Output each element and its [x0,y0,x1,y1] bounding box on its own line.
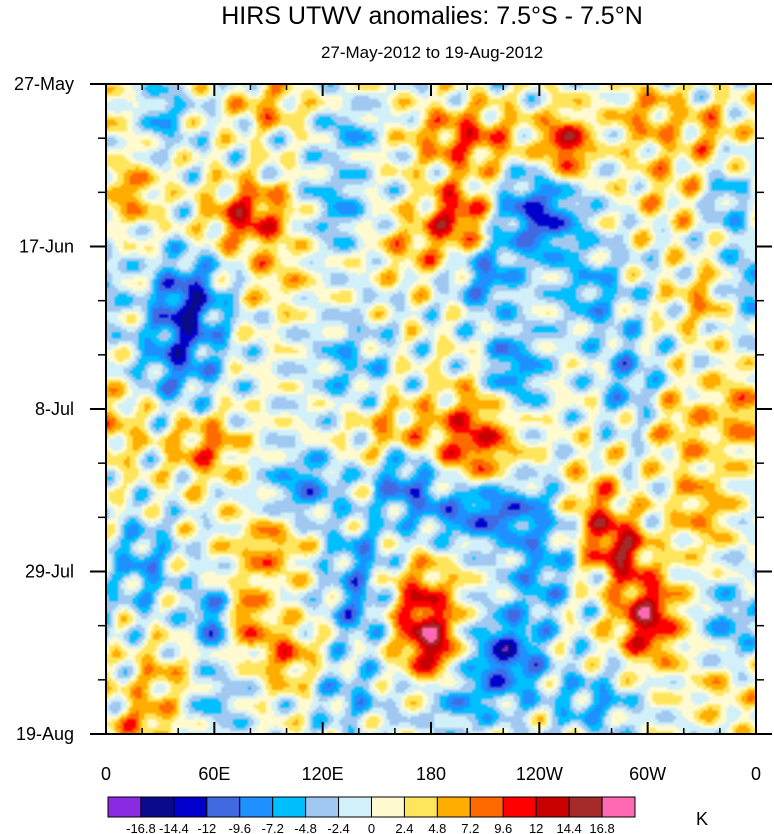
colorbar-label: -9.6 [229,821,251,834]
colorbar-label: 7.2 [461,821,479,834]
colorbar-swatch [568,796,603,818]
colorbar-swatch [436,796,471,818]
x-axis: 0 60E 120E 180 120W 60W 0 [101,84,761,784]
colorbar-swatch [338,796,372,818]
plot-area [105,83,757,735]
colorbar-label: -14.4 [159,821,189,834]
y-axis: 27-May 17-Jun 8-Jul 29-Jul 19-Aug [14,74,772,744]
colorbar-swatch [469,796,504,818]
y-tick-label: 29-Jul [25,562,74,582]
colorbar-label: 14.4 [556,821,581,834]
colorbar-swatch [140,796,175,818]
anomaly-field [106,84,756,734]
colorbar-swatch [239,796,274,818]
x-tick-label: 120W [516,764,563,784]
colorbar-label: -2.4 [327,821,349,834]
colorbar-label: -12 [197,821,216,834]
chart-title: HIRS UTWV anomalies: 7.5°S - 7.5°N [221,2,643,30]
x-tick-label: 120E [302,764,344,784]
colorbar-label: 16.8 [589,821,614,834]
x-tick-label: 60E [198,764,230,784]
y-tick-label: 19-Aug [16,724,74,744]
colorbar-label: -4.8 [294,821,316,834]
y-tick-label: 27-May [14,74,74,94]
colorbar-swatch [403,796,438,818]
colorbar-swatch [502,796,537,818]
colorbar-swatch [272,796,307,818]
colorbar: -16.8 -14.4 -12 -9.6 -7.2 -4.8 -2.4 0 2.4 4.8 7.2 9… [107,796,636,834]
chart-subtitle: 27-May-2012 to 19-Aug-2012 [321,43,543,62]
colorbar-swatch [206,796,241,818]
colorbar-swatch [535,796,570,818]
colorbar-label: 2.4 [395,821,413,834]
x-tick-label: 0 [751,764,761,784]
colorbar-unit: K [696,809,708,829]
y-tick-label: 8-Jul [35,399,74,419]
colorbar-label: 9.6 [494,821,512,834]
x-tick-label: 180 [416,764,446,784]
colorbar-label: 0 [368,821,375,834]
x-tick-label: 60W [629,764,666,784]
y-tick-label: 17-Jun [19,237,74,257]
colorbar-label: 12 [529,821,543,834]
x-tick-label: 0 [101,764,111,784]
colorbar-swatch [305,796,340,818]
colorbar-label: 4.8 [428,821,446,834]
colorbar-swatch [107,796,142,818]
colorbar-swatch [371,796,405,818]
colorbar-label: -7.2 [261,821,283,834]
colorbar-label: -16.8 [126,821,156,834]
colorbar-swatch [173,796,208,818]
colorbar-swatch [601,796,636,818]
